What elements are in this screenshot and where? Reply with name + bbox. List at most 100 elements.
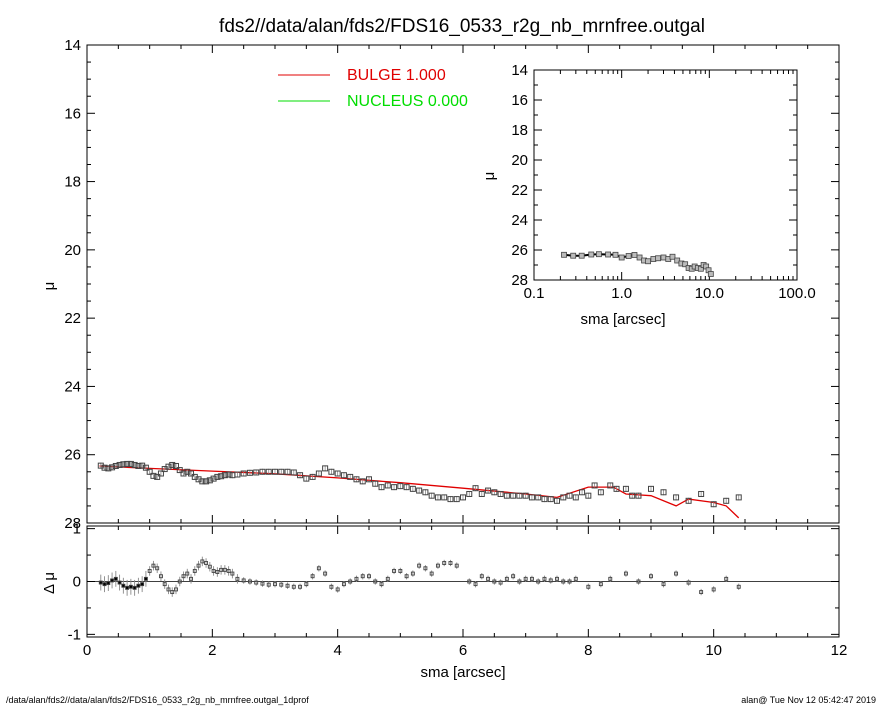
data-point [391, 484, 398, 491]
data-point [206, 477, 213, 484]
data-point [127, 460, 134, 467]
residual-point [207, 564, 212, 569]
residual-point [200, 559, 205, 564]
data-point [246, 469, 253, 476]
data-point [225, 471, 232, 478]
residual-point [573, 576, 578, 581]
plot-frame [533, 69, 798, 281]
residual-point [448, 561, 453, 565]
data-point [146, 468, 153, 475]
footer-left-path: /data/alan/fds2//data/alan/fds2/FDS16_05… [6, 695, 309, 705]
residual-point [219, 567, 224, 572]
residual-point [241, 578, 246, 583]
y-tick-label: 28 [64, 515, 81, 532]
main-profile-plot: 14 16 18 20 22 24 26 28 μ [41, 37, 840, 532]
x-tick-label: 6 [459, 642, 467, 659]
data-point [698, 490, 705, 497]
data-point [309, 473, 316, 480]
residual-point [170, 590, 175, 595]
data-point [278, 468, 285, 475]
residual-point [192, 568, 197, 573]
residual-point [125, 585, 130, 590]
residual-point [260, 581, 265, 586]
y-tick-label: 26 [64, 447, 81, 464]
residual-point [548, 578, 553, 583]
inset-data-point [674, 257, 681, 264]
residual-point [128, 584, 133, 589]
data-point [685, 497, 692, 504]
data-point [203, 478, 210, 485]
residual-point [517, 579, 522, 584]
x-tick-label: 0 [83, 642, 91, 659]
inset-data-point [650, 256, 657, 262]
residual-point [162, 582, 167, 587]
residual-point [542, 576, 547, 581]
residual-point [113, 576, 118, 581]
x-tick-label: 100.0 [778, 285, 816, 302]
data-point [284, 468, 291, 475]
data-point [434, 494, 441, 501]
residual-point [536, 579, 541, 584]
inset-x-axis-label: sma [arcsec] [580, 311, 665, 328]
x-tick-label: 2 [208, 642, 216, 659]
y-tick-label: 28 [511, 272, 528, 289]
data-point [547, 496, 554, 503]
data-point [154, 473, 161, 480]
residual-point [121, 583, 126, 588]
data-point [622, 485, 629, 492]
residual-point [196, 563, 201, 568]
data-point [120, 461, 127, 468]
residual-point [185, 571, 190, 576]
data-point [566, 492, 573, 499]
residual-point [498, 580, 503, 585]
residual-point [147, 568, 152, 573]
data-point [597, 489, 604, 496]
residual-point [711, 587, 716, 592]
data-point [265, 468, 272, 475]
residual-point [661, 582, 666, 587]
x-tick-label: 10.0 [695, 285, 724, 302]
residual-point [181, 574, 186, 579]
inset-data-point [612, 251, 619, 258]
data-point [384, 482, 391, 489]
inset-log-plot: 0.1 1.0 10.0 100.0 14 16 18 20 22 24 26 28 sma [arcs… [481, 62, 816, 328]
data-point [453, 496, 460, 503]
residual-point [285, 583, 290, 588]
data-point [180, 470, 187, 477]
residual-point [174, 587, 178, 592]
data-point [303, 475, 310, 482]
residual-point [310, 574, 315, 579]
residual-point [348, 579, 353, 584]
residual-point [304, 582, 309, 587]
data-point [359, 478, 366, 485]
residual-point [486, 576, 491, 581]
residual-point [555, 576, 559, 581]
residual-point [686, 580, 691, 585]
data-point [272, 468, 278, 475]
residual-point [467, 579, 472, 584]
inset-y-axis-label: μ [481, 172, 498, 181]
data-point [460, 494, 466, 501]
residual-point [117, 580, 122, 585]
data-point [560, 494, 567, 501]
residual-point [636, 579, 641, 584]
inset-data-point [561, 251, 567, 258]
inset-data-point [625, 253, 632, 259]
data-point [101, 464, 108, 471]
y-tick-label: 20 [64, 242, 81, 259]
inset-data-point [588, 251, 595, 258]
residual-point [699, 590, 704, 595]
residual-point [140, 582, 145, 587]
data-point [472, 485, 479, 492]
residual-point [598, 582, 603, 587]
residual-point [323, 571, 328, 576]
x-tick-label: 4 [333, 642, 341, 659]
residual-point [143, 576, 148, 581]
residual-point [511, 574, 516, 579]
data-point [409, 485, 416, 492]
data-point [591, 482, 598, 489]
inset-data-point [631, 252, 638, 258]
residual-point [329, 584, 334, 589]
data-point [541, 496, 548, 503]
